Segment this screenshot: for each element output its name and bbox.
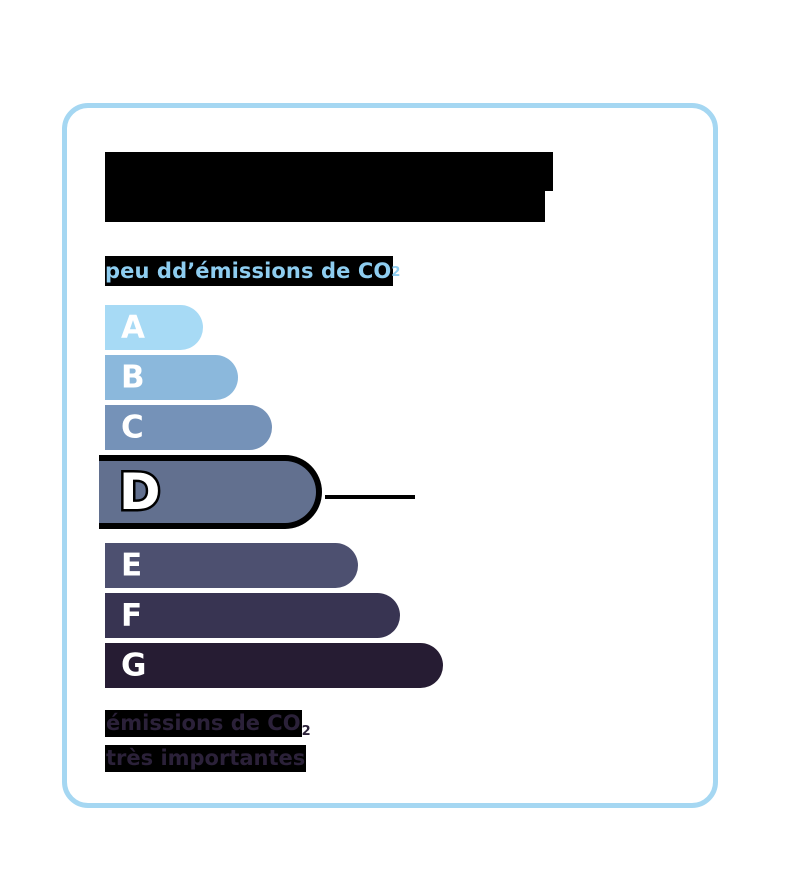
scale-caption-high-line-2-text: très importantes [105,745,307,773]
scale-caption-high-line-2: très importantes [105,745,311,773]
rating-letter-e: E [121,547,143,583]
rating-bar-f: F [105,593,400,638]
scale-caption-high-subscript: 2 [301,724,311,740]
rating-bar-c: C [105,405,272,450]
rating-letter-a: A [121,309,145,345]
rating-bar-e: E [105,543,358,588]
rating-row-d: D [99,455,322,529]
rating-row-c: C [105,405,272,450]
rating-letter-d: D [117,463,163,521]
rating-letter-g: G [121,647,147,683]
rating-row-a: A [105,305,203,350]
rating-row-g: G [105,643,443,688]
title-redaction-line-2 [105,190,545,222]
scale-caption-high-emissions: émissions de CO2 très importantes [105,710,311,773]
rating-row-e: E [105,543,358,588]
rating-bar-a: A [105,305,203,350]
scale-caption-low-emissions: peu dd’émissions de CO 2 [105,256,400,286]
rating-bar-g: G [105,643,443,688]
rating-letter-c: C [121,409,144,445]
rating-row-b: B [105,355,238,400]
rating-bar-d: D [99,455,322,529]
rating-bar-b: B [105,355,238,400]
title-redaction-line-1 [105,152,553,191]
current-rating-connector-line [325,495,415,499]
scale-caption-low-text: peu dd’émissions de CO [105,259,392,283]
rating-row-f: F [105,593,400,638]
rating-letter-f: F [121,597,143,633]
scale-caption-low-subscript: 2 [391,265,401,280]
scale-caption-high-line-1: émissions de CO2 [105,710,311,745]
rating-letter-b: B [121,359,145,395]
scale-caption-high-line-1-text: émissions de CO [105,710,302,737]
